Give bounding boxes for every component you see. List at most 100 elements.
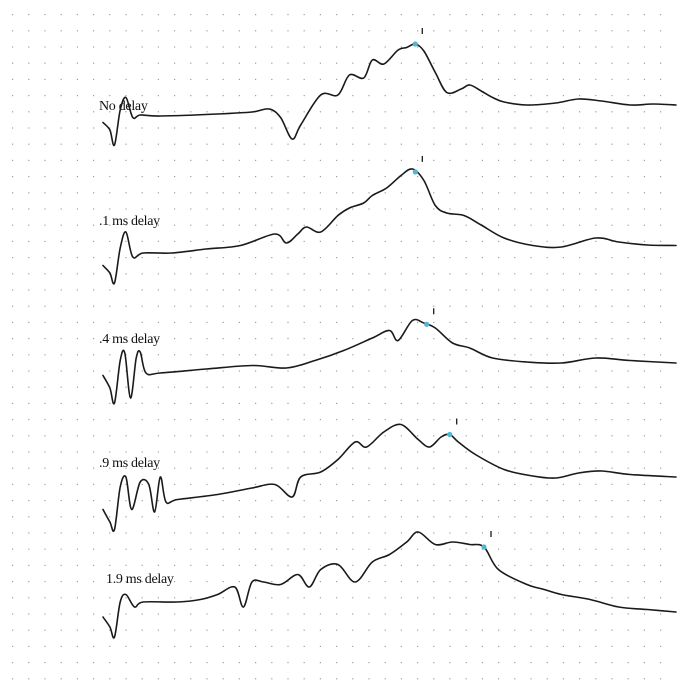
grid-dot xyxy=(76,402,78,404)
grid-dot xyxy=(611,321,613,323)
grid-dot xyxy=(400,516,402,518)
grid-dot xyxy=(238,240,240,242)
grid-dot xyxy=(190,321,192,323)
grid-dot xyxy=(222,678,224,680)
grid-dot xyxy=(319,208,321,210)
grid-dot xyxy=(157,208,159,210)
grid-dot xyxy=(271,159,273,161)
grid-dot xyxy=(222,159,224,161)
grid-dot xyxy=(319,159,321,161)
grid-dot xyxy=(643,143,645,145)
grid-dot xyxy=(44,78,46,80)
grid-dot xyxy=(481,111,483,113)
grid-dot xyxy=(190,95,192,97)
grid-dot xyxy=(125,321,127,323)
grid-dot xyxy=(562,208,564,210)
grid-dot xyxy=(611,240,613,242)
grid-dot xyxy=(93,483,95,485)
grid-dot xyxy=(303,516,305,518)
grid-dot xyxy=(93,613,95,615)
grid-dot xyxy=(157,548,159,550)
grid-dot xyxy=(28,289,30,291)
grid-dot xyxy=(400,597,402,599)
grid-dot xyxy=(562,451,564,453)
grid-dot xyxy=(141,289,143,291)
grid-dot xyxy=(28,305,30,307)
grid-dot xyxy=(206,548,208,550)
grid-dot xyxy=(627,273,629,275)
grid-dot xyxy=(660,14,662,16)
grid-dot xyxy=(44,386,46,388)
grid-dot xyxy=(433,62,435,64)
grid-dot xyxy=(514,143,516,145)
grid-dot xyxy=(417,46,419,48)
grid-dot xyxy=(465,500,467,502)
grid-dot xyxy=(303,613,305,615)
grid-dot xyxy=(530,483,532,485)
grid-dot xyxy=(12,500,14,502)
grid-dot xyxy=(627,451,629,453)
grid-dot xyxy=(287,678,289,680)
grid-dot xyxy=(93,467,95,469)
grid-dot xyxy=(449,78,451,80)
grid-dot xyxy=(449,354,451,356)
grid-dot xyxy=(417,208,419,210)
grid-dot xyxy=(190,159,192,161)
grid-dot xyxy=(546,208,548,210)
grid-dot xyxy=(109,192,111,194)
grid-dot xyxy=(514,500,516,502)
grid-dot xyxy=(76,192,78,194)
grid-dot xyxy=(76,629,78,631)
grid-dot xyxy=(449,678,451,680)
grid-dot xyxy=(109,500,111,502)
grid-dot xyxy=(336,581,338,583)
grid-dot xyxy=(546,78,548,80)
grid-dot xyxy=(562,338,564,340)
grid-dot xyxy=(627,613,629,615)
grid-dot xyxy=(417,273,419,275)
grid-dot xyxy=(174,402,176,404)
grid-dot xyxy=(76,483,78,485)
grid-dot xyxy=(238,402,240,404)
grid-dot xyxy=(157,645,159,647)
grid-dot xyxy=(433,305,435,307)
grid-dot xyxy=(660,597,662,599)
grid-dot xyxy=(44,143,46,145)
grid-dot xyxy=(303,159,305,161)
grid-dot xyxy=(60,402,62,404)
grid-dot xyxy=(611,208,613,210)
grid-dot xyxy=(174,143,176,145)
grid-dot xyxy=(433,435,435,437)
grid-dot xyxy=(303,62,305,64)
grid-dot xyxy=(190,435,192,437)
grid-dot xyxy=(417,451,419,453)
grid-dot xyxy=(611,597,613,599)
grid-dot xyxy=(93,370,95,372)
grid-dot xyxy=(125,257,127,259)
grid-dot xyxy=(336,321,338,323)
grid-dot xyxy=(206,273,208,275)
grid-dot xyxy=(611,143,613,145)
grid-dot xyxy=(255,435,257,437)
grid-dot xyxy=(60,597,62,599)
grid-dot xyxy=(660,645,662,647)
grid-dot xyxy=(579,143,581,145)
grid-dot xyxy=(660,224,662,226)
grid-dot xyxy=(579,451,581,453)
grid-dot xyxy=(28,176,30,178)
grid-dot xyxy=(352,192,354,194)
grid-dot xyxy=(465,62,467,64)
grid-dot xyxy=(157,305,159,307)
grid-dot xyxy=(417,516,419,518)
grid-dot xyxy=(271,467,273,469)
grid-dot xyxy=(303,95,305,97)
grid-dot xyxy=(400,224,402,226)
grid-dot xyxy=(109,645,111,647)
grid-dot xyxy=(255,354,257,356)
grid-dot xyxy=(643,30,645,32)
grid-dot xyxy=(12,305,14,307)
grid-dot xyxy=(433,159,435,161)
grid-dot xyxy=(109,402,111,404)
grid-dot xyxy=(238,435,240,437)
grid-dot xyxy=(12,548,14,550)
